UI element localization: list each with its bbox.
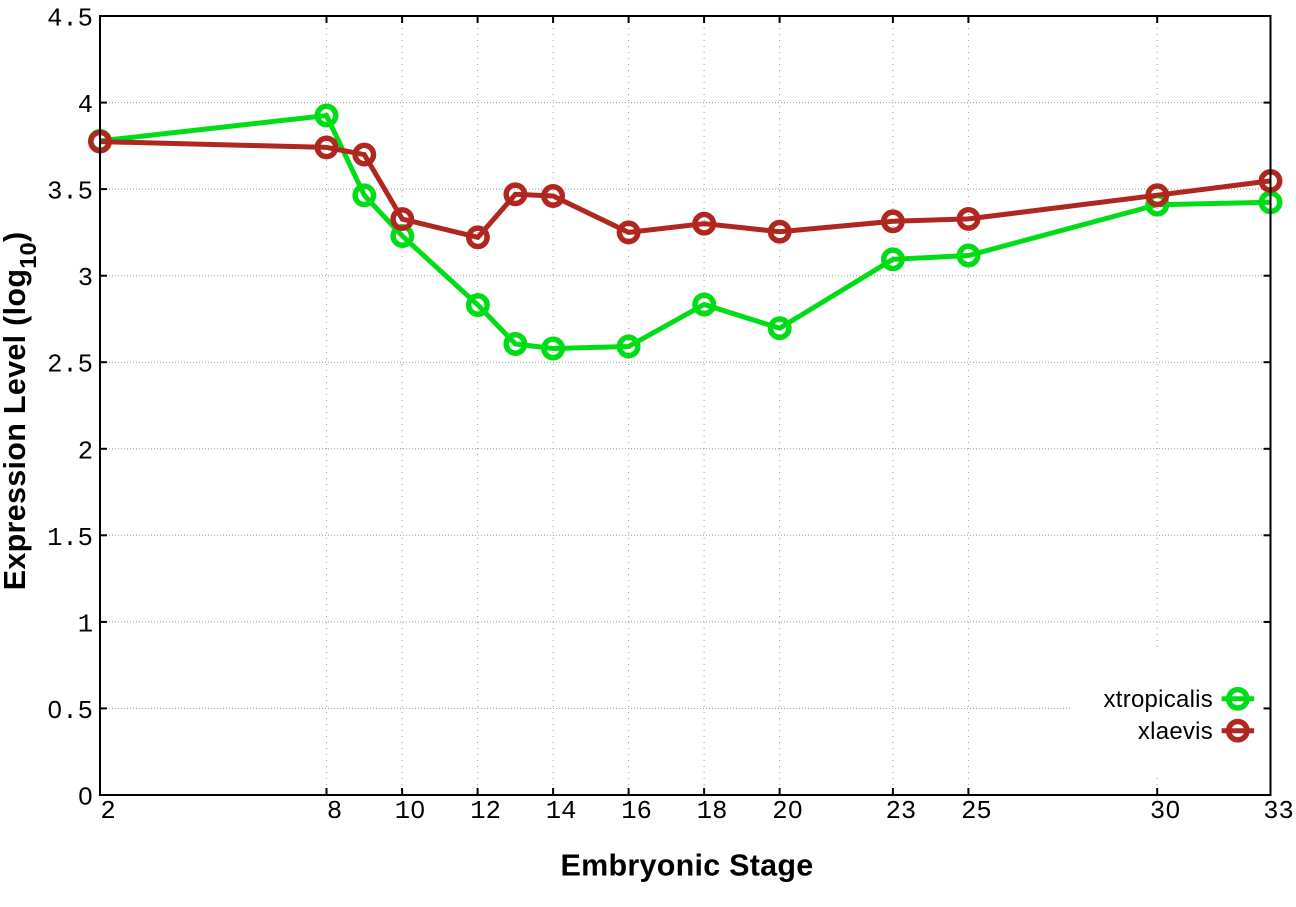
svg-text:2: 2	[78, 437, 93, 466]
svg-text:33: 33	[1263, 797, 1294, 826]
svg-text:1: 1	[78, 610, 93, 639]
svg-text:12: 12	[470, 797, 501, 826]
svg-text:23: 23	[886, 797, 917, 826]
svg-text:1.5: 1.5	[47, 524, 93, 553]
svg-text:3.5: 3.5	[47, 178, 93, 207]
svg-text:4.5: 4.5	[47, 5, 93, 34]
svg-text:18: 18	[697, 797, 728, 826]
svg-text:14: 14	[546, 797, 577, 826]
svg-text:Embryonic Stage: Embryonic Stage	[561, 849, 814, 883]
svg-text:4: 4	[78, 91, 93, 120]
svg-text:20: 20	[772, 797, 803, 826]
svg-text:25: 25	[961, 797, 992, 826]
svg-text:30: 30	[1150, 797, 1181, 826]
svg-text:10: 10	[395, 797, 426, 826]
svg-text:8: 8	[327, 797, 342, 826]
svg-text:xlaevis: xlaevis	[1138, 718, 1213, 745]
svg-text:xtropicalis: xtropicalis	[1104, 686, 1213, 713]
svg-text:2.5: 2.5	[47, 351, 93, 380]
svg-text:3: 3	[78, 264, 93, 293]
svg-text:16: 16	[621, 797, 652, 826]
svg-text:2: 2	[100, 797, 115, 826]
